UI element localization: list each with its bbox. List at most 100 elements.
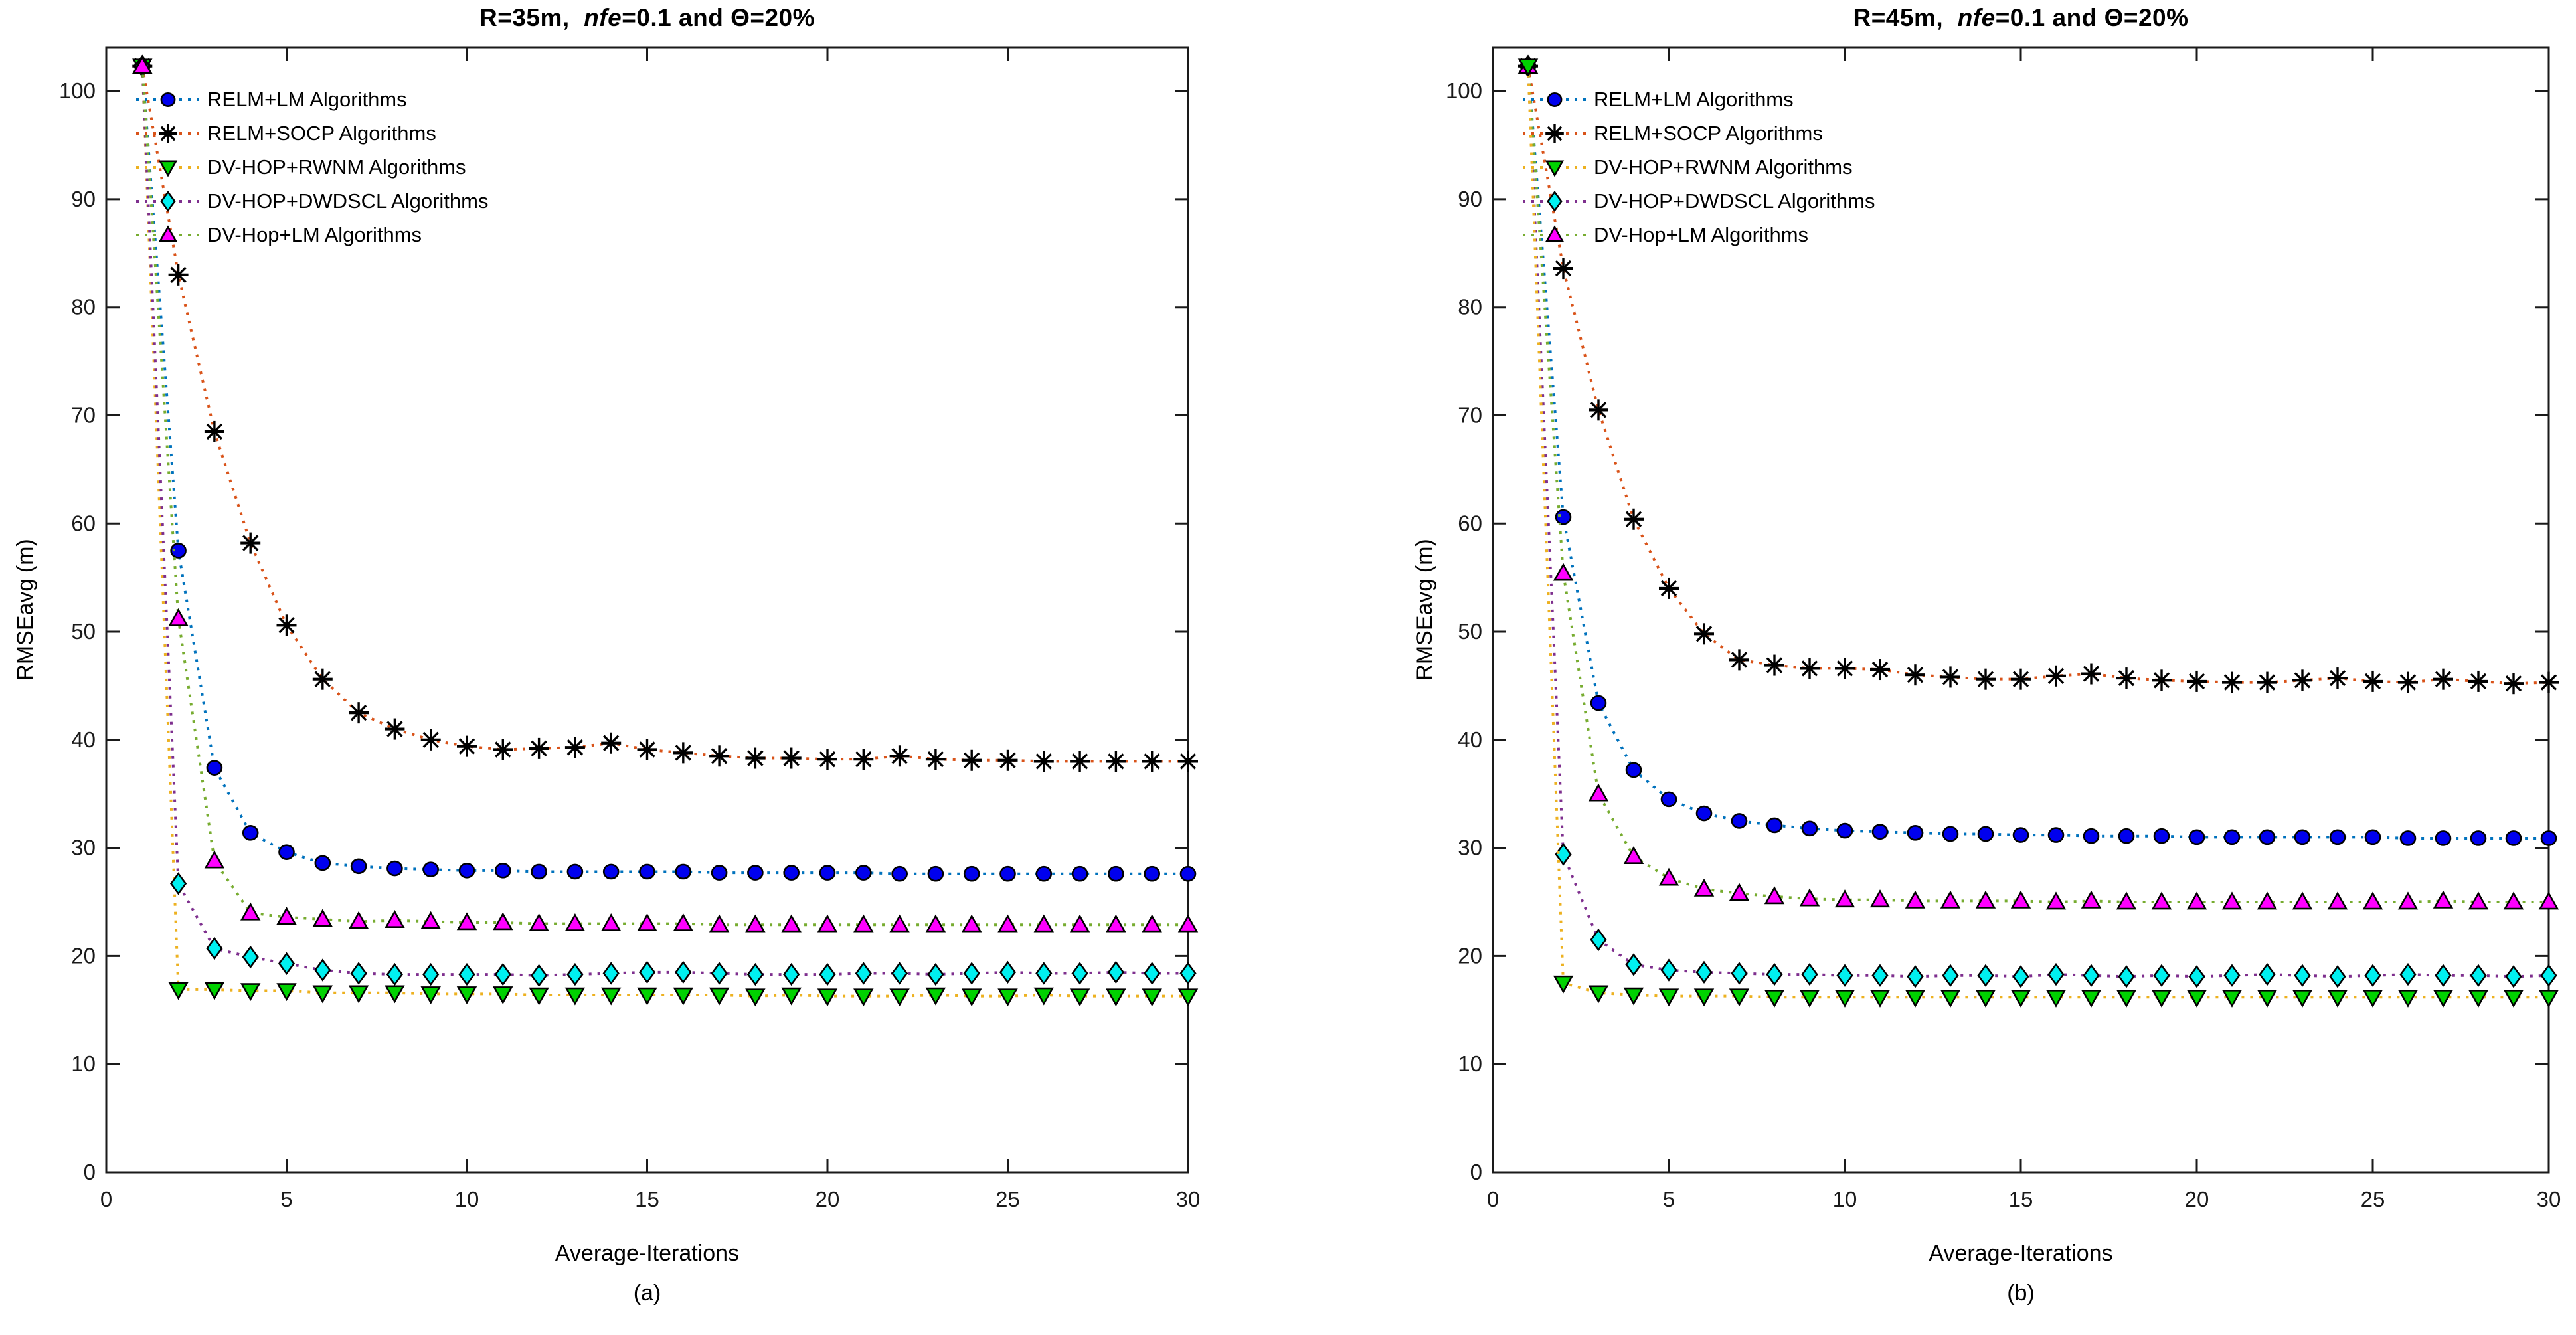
marker-asterisk — [457, 735, 477, 757]
marker-triangle-up — [348, 911, 369, 929]
marker-triangle-up — [2045, 891, 2067, 910]
x-tick-label: 10 — [1833, 1187, 1857, 1211]
marker-circle — [675, 863, 692, 880]
marker-triangle-down — [1905, 989, 1926, 1008]
marker-asterisk — [2504, 673, 2524, 695]
marker-triangle-up — [132, 56, 153, 74]
legend-swatch — [136, 190, 200, 212]
marker-triangle-up — [2468, 891, 2489, 910]
marker-triangle-down — [2116, 989, 2137, 1008]
marker-asterisk — [1835, 658, 1855, 679]
y-tick-label: 80 — [71, 295, 96, 319]
legend-item-2: RELM+SOCP Algorithms — [1521, 116, 1875, 150]
marker-diamond — [2153, 964, 2170, 987]
marker-triangle-up — [2327, 891, 2348, 910]
marker-diamond — [1695, 960, 1713, 984]
marker-asterisk — [1070, 751, 1090, 772]
y-tick-label: 90 — [1458, 187, 1482, 211]
marker-diamond — [1871, 964, 1889, 987]
legend-item-3: DV-HOP+RWNM Algorithms — [1521, 150, 1875, 184]
marker-diamond — [2470, 964, 2487, 987]
marker-triangle-down — [2397, 989, 2419, 1008]
marker-triangle-down — [2538, 989, 2559, 1008]
marker-triangle-down — [348, 985, 369, 1004]
marker-triangle-down — [1729, 988, 1750, 1007]
series-relm-socp-algorithms — [132, 55, 1198, 772]
marker-asterisk — [637, 739, 657, 760]
y-tick-label: 80 — [1458, 295, 1482, 319]
marker-diamond — [2505, 965, 2522, 988]
marker-diamond — [2259, 962, 2276, 986]
marker-triangle-up — [2362, 891, 2383, 910]
marker-circle — [2118, 828, 2135, 844]
marker-triangle-down — [889, 988, 910, 1007]
marker-asterisk — [601, 732, 622, 754]
marker-circle — [1907, 825, 1924, 841]
marker-diamond — [530, 964, 548, 987]
marker-asterisk — [889, 745, 910, 767]
marker-diamond — [1731, 962, 1748, 985]
series-dv-hop-rwnm-algorithms — [132, 58, 1199, 1007]
marker-triangle-up — [1940, 890, 1961, 909]
legend-label: DV-HOP+DWDSCL Algorithms — [207, 189, 489, 213]
marker-circle — [1660, 791, 1677, 808]
marker-circle — [242, 825, 259, 841]
marker-asterisk — [2328, 668, 2348, 689]
marker-circle — [2540, 830, 2557, 846]
title-text: R=45m, — [1853, 4, 1958, 31]
marker-triangle-up — [997, 914, 1018, 933]
marker-diamond — [2435, 964, 2452, 987]
marker-triangle-up — [637, 913, 657, 931]
marker-triangle-up — [1764, 886, 1785, 905]
marker-diamond — [1107, 960, 1125, 984]
marker-asterisk — [385, 718, 405, 740]
panel-sublabel-a: (a) — [633, 1281, 661, 1306]
marker-circle — [855, 865, 872, 881]
y-tick-label: 20 — [71, 943, 96, 968]
marker-circle — [2083, 828, 2100, 844]
marker-circle — [386, 860, 403, 877]
marker-triangle-down — [1545, 160, 1565, 177]
marker-triangle-up — [158, 224, 178, 242]
marker-circle — [783, 865, 800, 881]
marker-triangle-down — [456, 986, 477, 1005]
y-tick-label: 20 — [1458, 943, 1482, 968]
marker-triangle-up — [1553, 563, 1574, 581]
marker-triangle-down — [781, 987, 802, 1006]
y-tick-label: 50 — [1458, 619, 1482, 644]
legend-label: DV-Hop+LM Algorithms — [1594, 222, 1809, 246]
x-tick-label: 5 — [280, 1187, 292, 1211]
marker-triangle-up — [493, 912, 513, 931]
legend-item-4: DV-HOP+DWDSCL Algorithms — [135, 184, 488, 218]
marker-asterisk — [1142, 751, 1162, 772]
marker-circle — [999, 865, 1016, 882]
series-dv-hop-dwdscl-algorithms — [1519, 54, 2557, 988]
marker-circle — [2153, 828, 2170, 844]
marker-asterisk — [1729, 649, 1749, 671]
marker-diamond — [963, 962, 980, 985]
legend-label: DV-HOP+RWNM Algorithms — [1594, 155, 1853, 179]
marker-triangle-down — [2257, 989, 2278, 1008]
marker-asterisk — [709, 745, 730, 767]
marker-asterisk — [564, 737, 585, 758]
x-axis-label-b: Average-Iterations — [1929, 1241, 2113, 1266]
marker-asterisk — [1178, 751, 1198, 772]
chart-svg-a: 0 5 10 15 20 25 30 0 10 20 30 40 50 60 70 80 90 100 — [59, 46, 1200, 1211]
marker-circle — [494, 863, 511, 879]
marker-triangle-down — [673, 987, 694, 1006]
marker-diamond — [1907, 965, 1924, 988]
y-axis-label-b: RMSEavg (m) — [1412, 539, 1437, 681]
marker-diamond — [1071, 962, 1088, 985]
marker-circle — [160, 92, 176, 107]
marker-diamond — [1942, 964, 1959, 987]
legend-item-2: RELM+SOCP Algorithms — [135, 116, 488, 150]
series-line — [1527, 66, 2549, 978]
marker-circle — [2470, 830, 2487, 846]
marker-diamond — [1179, 962, 1197, 985]
marker-circle — [602, 863, 620, 880]
marker-triangle-down — [637, 987, 657, 1006]
title-italic-nfe: nfe — [584, 4, 622, 31]
marker-diamond — [2012, 965, 2029, 988]
marker-circle — [711, 865, 728, 881]
y-tick-label: 70 — [71, 402, 96, 427]
